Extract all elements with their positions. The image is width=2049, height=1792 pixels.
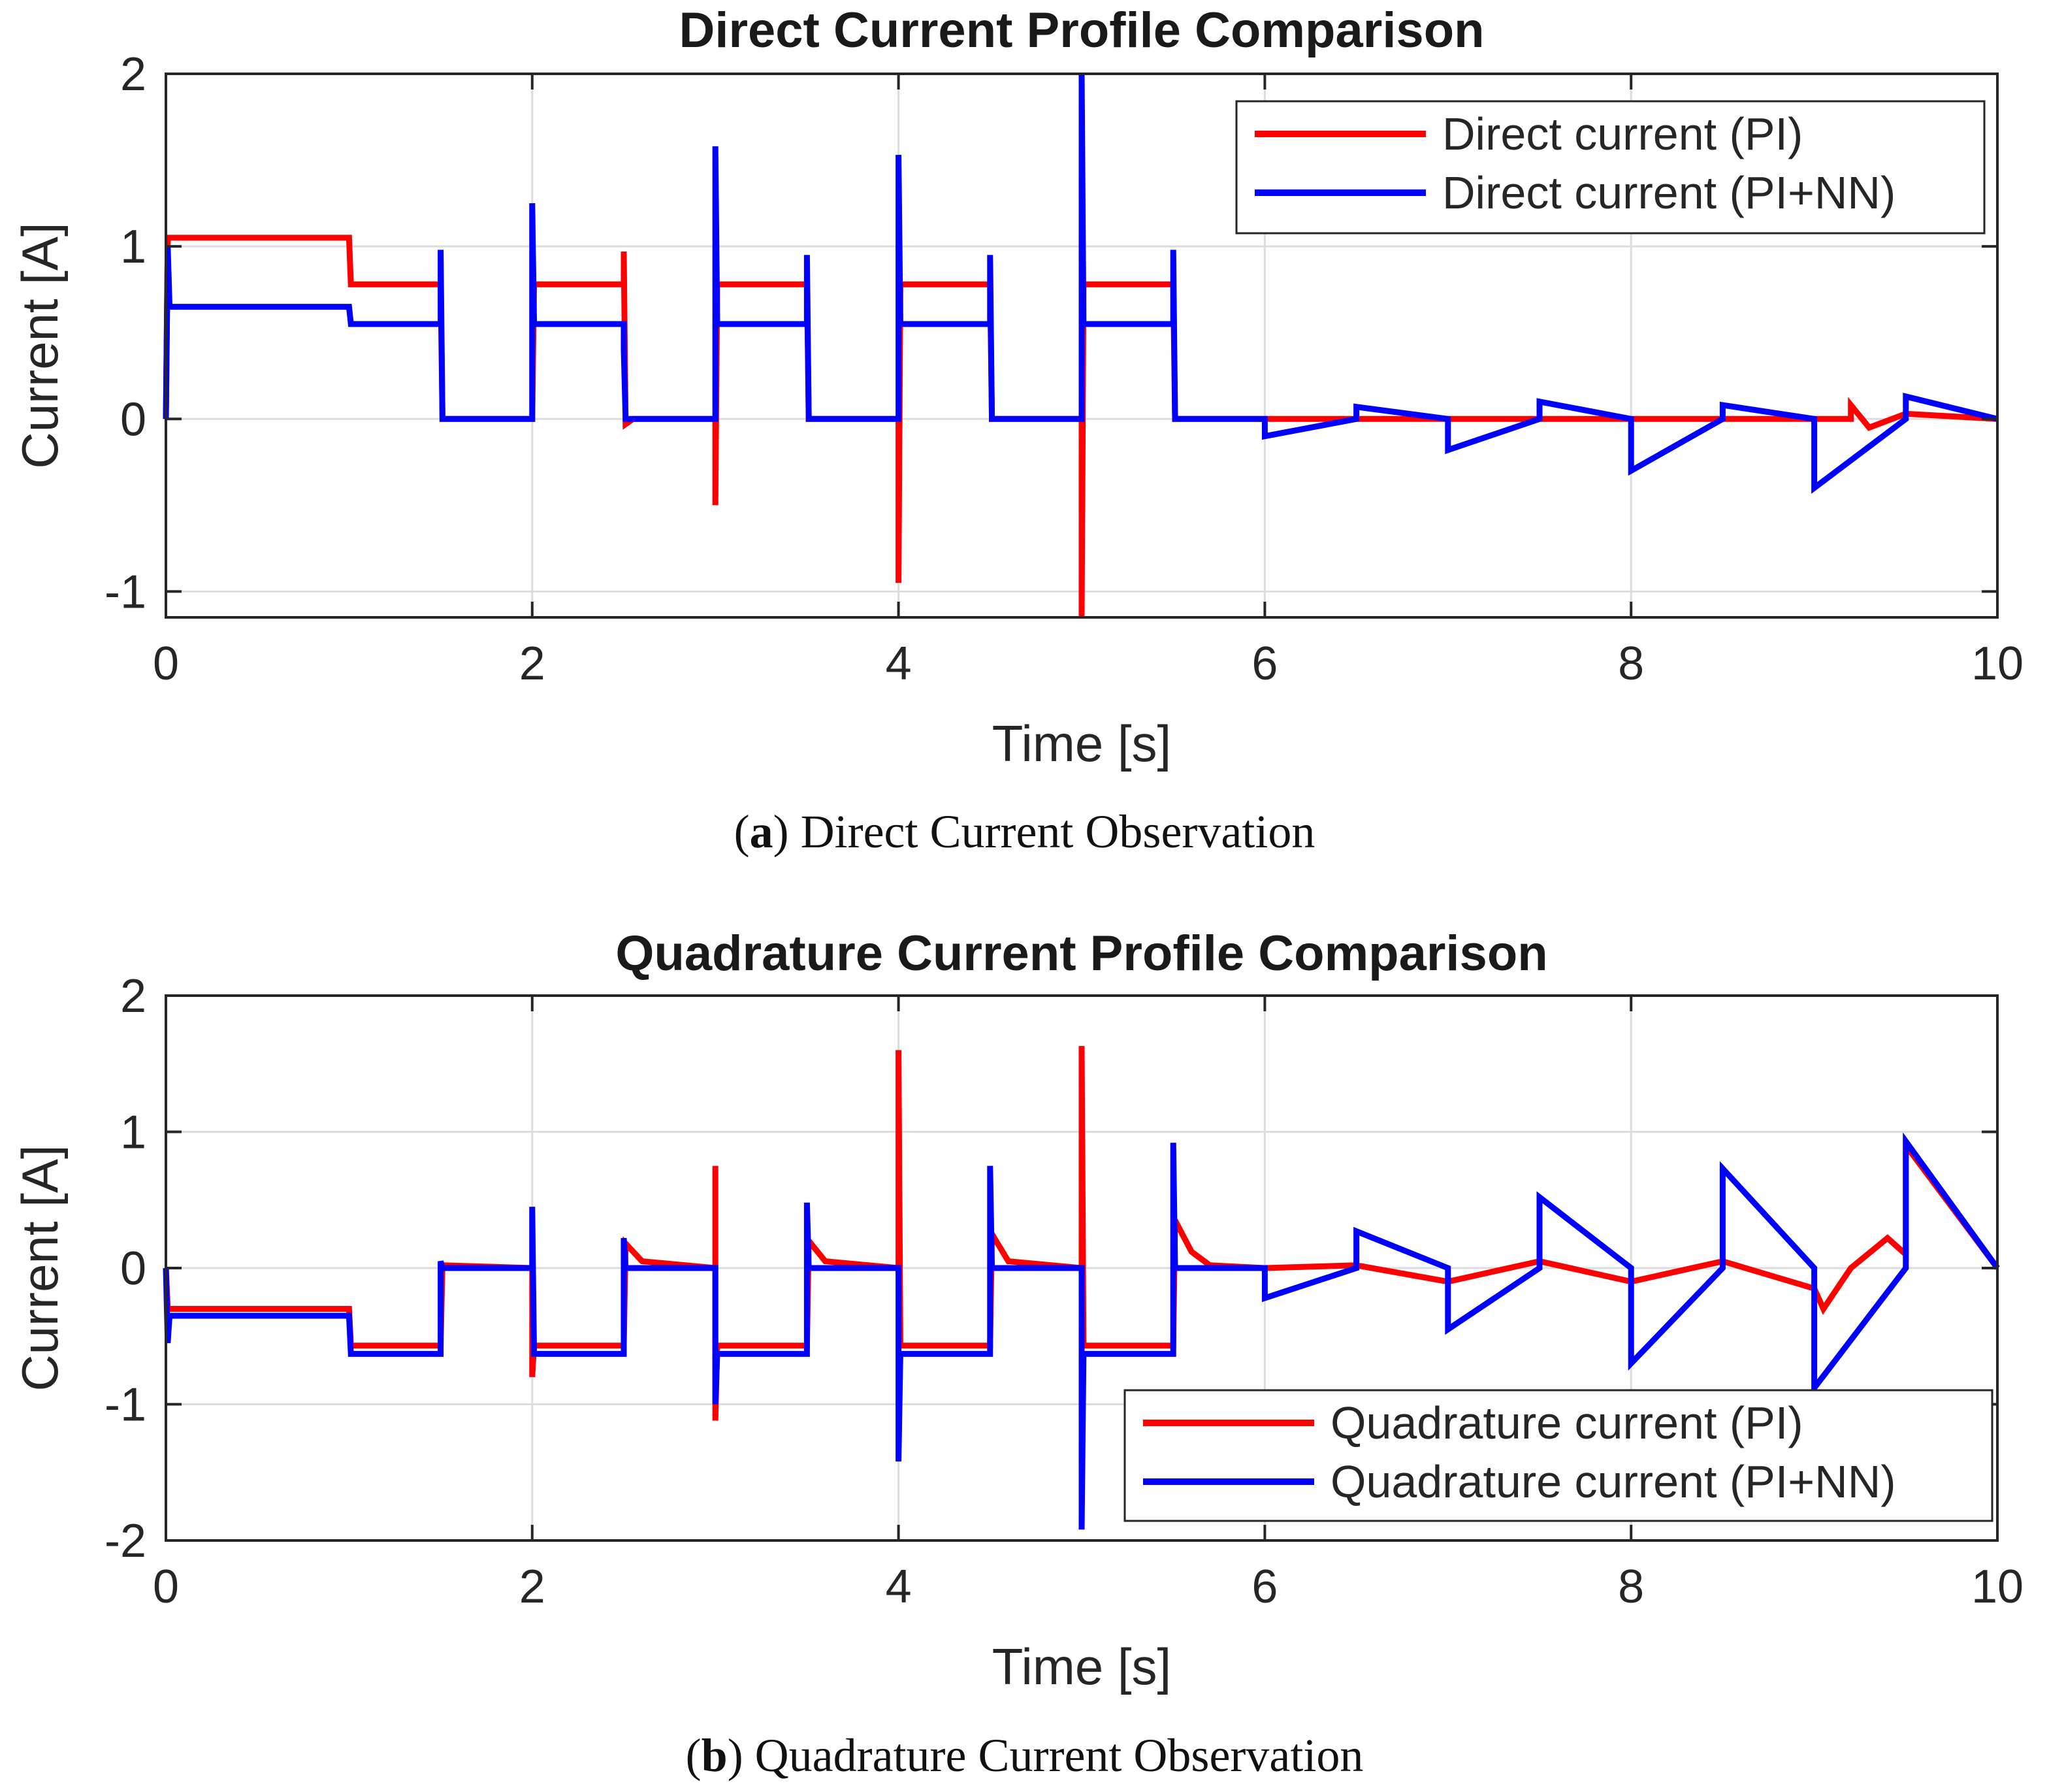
x-tick-label: 8 xyxy=(1618,1561,1644,1613)
legend-label-pi: Quadrature current (PI) xyxy=(1331,1397,1803,1448)
caption-b: (b) Quadrature Current Observation xyxy=(0,1729,2049,1783)
x-tick-label: 4 xyxy=(886,638,912,690)
legend-label-pi-nn: Direct current (PI+NN) xyxy=(1442,167,1896,218)
y-tick-label: -1 xyxy=(105,1379,146,1431)
caption-a-prefix: ( xyxy=(734,806,750,858)
legend-box xyxy=(1235,100,1986,235)
x-tick-label: 0 xyxy=(153,1561,179,1613)
y-axis-label: Current [A] xyxy=(11,222,69,468)
x-axis-label: Time [s] xyxy=(992,715,1171,772)
x-tick-label: 6 xyxy=(1251,1561,1278,1613)
plot-quadrature-current: 0 2 4 6 8 10 -2 -1 0 1 2 Quadrature Current Profile… xyxy=(11,926,2024,1695)
series-line-pi-nn xyxy=(163,1132,2000,1530)
x-tick-label: 2 xyxy=(519,1561,545,1613)
y-tick-label: 2 xyxy=(120,970,146,1022)
y-tick-label: 0 xyxy=(120,393,146,446)
caption-a-letter: a xyxy=(749,806,773,858)
y-tick-label: -1 xyxy=(105,566,146,618)
y-tick-label: -2 xyxy=(105,1515,146,1567)
y-tick-label: 2 xyxy=(120,48,146,101)
x-tick-label: 2 xyxy=(519,638,545,690)
legend-label-pi-nn: Quadrature current (PI+NN) xyxy=(1331,1456,1896,1507)
x-axis-label: Time [s] xyxy=(992,1638,1171,1695)
y-tick-label: 0 xyxy=(120,1243,146,1295)
chart-title: Direct Current Profile Comparison xyxy=(679,3,1484,58)
x-tick-label: 10 xyxy=(1971,1561,2024,1613)
axes-box xyxy=(165,73,1999,619)
y-axis-label: Current [A] xyxy=(11,1145,69,1391)
y-tick-label: 1 xyxy=(120,1107,146,1159)
x-tick-label: 0 xyxy=(153,638,179,690)
chart-title: Quadrature Current Profile Comparison xyxy=(615,926,1547,981)
x-tick-label: 4 xyxy=(886,1561,912,1613)
caption-b-prefix: ( xyxy=(685,1729,702,1782)
caption-a-text: ) Direct Current Observation xyxy=(773,806,1315,858)
legend-box xyxy=(1123,1389,1993,1522)
caption-a: (a) Direct Current Observation xyxy=(0,805,2049,859)
x-tick-label: 6 xyxy=(1251,638,1278,690)
series-line-pi-nn xyxy=(163,73,1999,494)
x-tick-label: 10 xyxy=(1971,638,2024,690)
caption-b-letter: b xyxy=(701,1729,728,1782)
legend-label-pi: Direct current (PI) xyxy=(1442,108,1803,159)
caption-b-text: ) Quadrature Current Observation xyxy=(727,1729,1364,1782)
x-tick-label: 8 xyxy=(1618,638,1644,690)
y-tick-label: 1 xyxy=(120,221,146,273)
